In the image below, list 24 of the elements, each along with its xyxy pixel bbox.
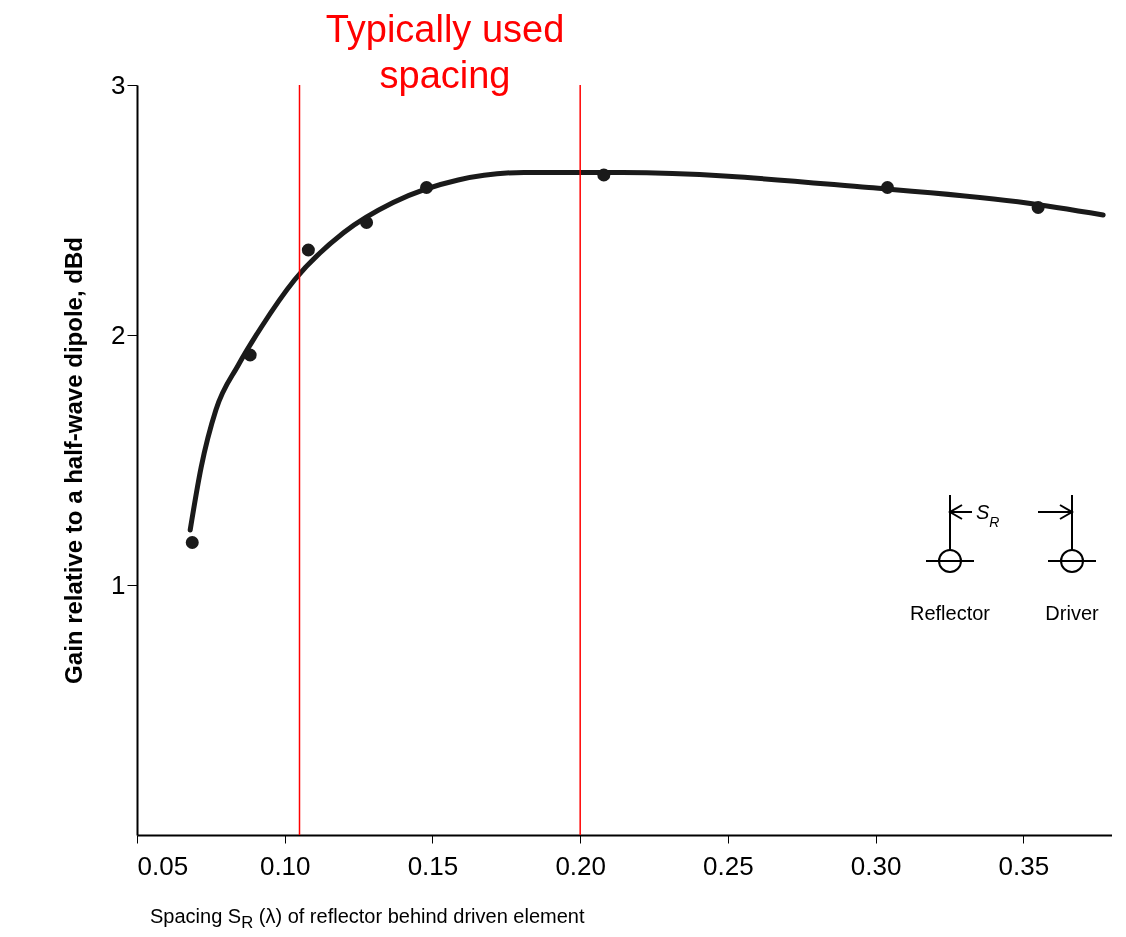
- point: [243, 348, 257, 362]
- annotation: S$_{R}$: [976, 501, 1000, 530]
- x-tick-label: 0.20: [555, 850, 606, 881]
- x-tick-label: 0.15: [407, 850, 459, 881]
- annotation: Driver: [1045, 602, 1099, 624]
- y-axis-title: Gain relative to a half-wave dipole, dBd: [60, 237, 88, 684]
- point: [1031, 200, 1045, 215]
- x-axis-title: Spacing S$_{R}$ (λ) of reflector behind driven element: [150, 905, 585, 933]
- point: [420, 180, 434, 195]
- y-tick-label: 2: [111, 319, 126, 350]
- x-tick-label: 0.25: [703, 850, 754, 881]
- x-tick-label: 0.30: [850, 850, 902, 881]
- y-tick-label: 3: [111, 69, 126, 100]
- x-tick-label: 0.35: [998, 850, 1050, 881]
- x-tick-label: 0.05: [137, 850, 189, 881]
- point: [360, 215, 374, 230]
- point: [185, 535, 199, 550]
- point: [301, 243, 315, 257]
- annotation: Reflector: [909, 602, 991, 624]
- x-tick-label: 0.10: [259, 850, 311, 881]
- annotation: Typically used spacing: [325, 7, 565, 98]
- point: [880, 180, 894, 195]
- y-tick-label: 1: [111, 569, 126, 600]
- point: [597, 168, 611, 182]
